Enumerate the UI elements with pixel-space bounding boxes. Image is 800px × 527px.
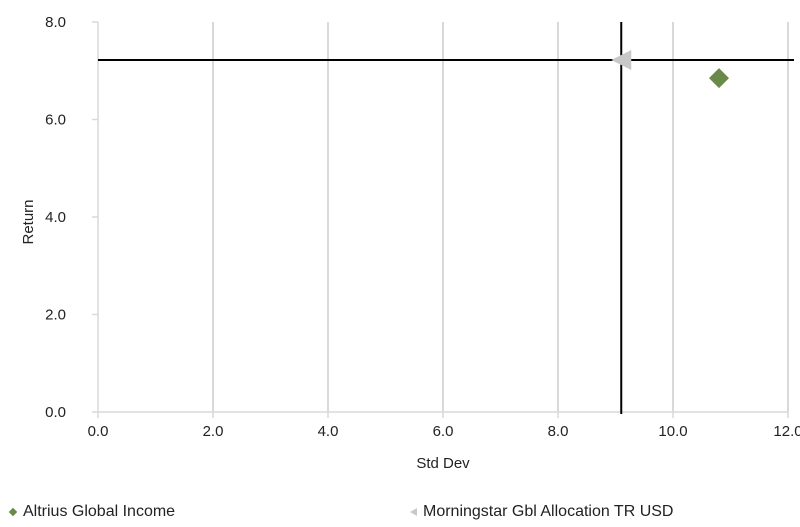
x-tick-label: 6.0 — [433, 423, 454, 440]
y-axis-title: Return — [20, 199, 37, 244]
axes — [92, 21, 789, 418]
legend-item-benchmark: Morningstar Gbl Allocation TR USD — [410, 503, 673, 521]
scatter-chart: 0.0 2.0 4.0 6.0 8.0 10.0 12.0 0.02.04.06.08.0 … — [20, 14, 800, 472]
diamond-icon — [8, 507, 18, 517]
data-point-benchmark — [611, 50, 632, 71]
y-tick-label: 2.0 — [45, 307, 66, 324]
benchmark-crosshair — [98, 22, 794, 414]
triangle-left-icon — [410, 508, 417, 516]
legend-label-benchmark: Morningstar Gbl Allocation TR USD — [423, 503, 674, 520]
data-points — [611, 50, 729, 89]
legend-item-fund: Altrius Global Income — [8, 503, 175, 521]
data-point-fund — [709, 68, 729, 89]
x-tick-label: 8.0 — [548, 423, 569, 440]
y-tick-label: 6.0 — [45, 112, 66, 129]
x-tick-label: 4.0 — [318, 423, 339, 440]
x-tick-label: 0.0 — [88, 423, 109, 440]
legend-label-fund: Altrius Global Income — [23, 503, 176, 520]
grid-lines — [212, 22, 789, 412]
legend: Altrius Global Income Morningstar Gbl Al… — [0, 503, 800, 527]
y-tick-label: 0.0 — [45, 404, 66, 421]
x-axis-title: Std Dev — [416, 455, 470, 472]
y-tick-label: 4.0 — [45, 209, 66, 226]
x-tick-label: 2.0 — [203, 423, 224, 440]
y-tick-labels: 0.0 2.0 4.0 6.0 8.0 — [45, 14, 66, 421]
x-tick-label: 10.0 — [658, 423, 687, 440]
x-tick-label: 12.0 — [773, 423, 800, 440]
x-tick-labels: 0.0 2.0 4.0 6.0 8.0 10.0 12.0 — [88, 423, 800, 440]
y-tick-label: 8.0 — [45, 14, 66, 31]
